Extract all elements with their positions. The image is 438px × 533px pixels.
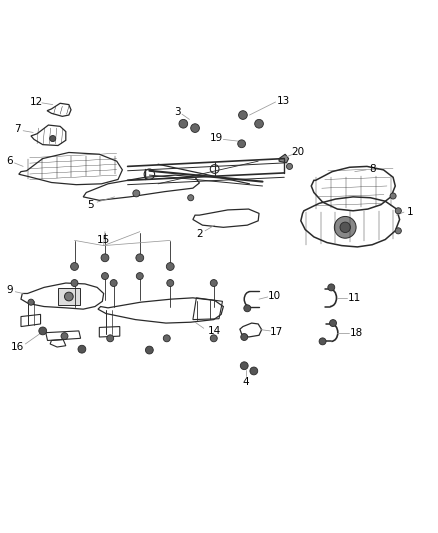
Circle shape [49,135,56,142]
Text: 16: 16 [11,342,25,352]
Text: 4: 4 [243,377,249,387]
Text: 2: 2 [196,229,203,239]
FancyBboxPatch shape [58,288,80,305]
Circle shape [250,367,258,375]
Circle shape [240,362,248,370]
Text: 6: 6 [6,156,13,166]
Circle shape [71,263,78,270]
Text: 12: 12 [30,96,43,107]
Circle shape [133,190,140,197]
Text: 7: 7 [14,124,21,134]
Circle shape [179,119,187,128]
Text: 18: 18 [350,328,363,337]
Text: 9: 9 [6,286,13,295]
Circle shape [110,279,117,287]
Circle shape [102,272,109,279]
Circle shape [239,111,247,119]
Circle shape [390,193,396,199]
Text: 3: 3 [174,107,181,117]
Circle shape [334,216,356,238]
Circle shape [191,124,199,133]
Circle shape [107,335,114,342]
Circle shape [136,254,144,262]
Circle shape [64,292,73,301]
Text: 14: 14 [208,326,221,336]
Circle shape [61,333,68,340]
Circle shape [210,335,217,342]
Circle shape [187,195,194,201]
Text: 1: 1 [407,207,414,217]
Circle shape [71,279,78,287]
Text: 11: 11 [348,293,361,303]
Circle shape [395,208,401,214]
Circle shape [244,305,251,312]
Text: 15: 15 [97,236,110,245]
Circle shape [395,228,401,234]
Circle shape [163,335,170,342]
Circle shape [340,222,350,232]
Circle shape [319,338,326,345]
Polygon shape [279,154,289,163]
Circle shape [39,327,47,335]
Circle shape [241,334,248,341]
Text: 8: 8 [369,164,375,174]
Text: 13: 13 [277,96,290,106]
Circle shape [167,279,174,287]
Circle shape [166,263,174,270]
Circle shape [136,272,143,279]
Text: 19: 19 [210,133,223,143]
Circle shape [254,119,263,128]
Circle shape [329,320,336,327]
Text: 10: 10 [268,291,281,301]
Circle shape [238,140,246,148]
Circle shape [328,284,335,291]
Circle shape [78,345,86,353]
Text: 20: 20 [292,148,305,157]
Text: 5: 5 [87,200,94,209]
Circle shape [101,254,109,262]
Circle shape [145,346,153,354]
Circle shape [286,163,293,169]
Circle shape [210,279,217,287]
Text: 17: 17 [270,327,283,337]
Circle shape [28,299,34,305]
